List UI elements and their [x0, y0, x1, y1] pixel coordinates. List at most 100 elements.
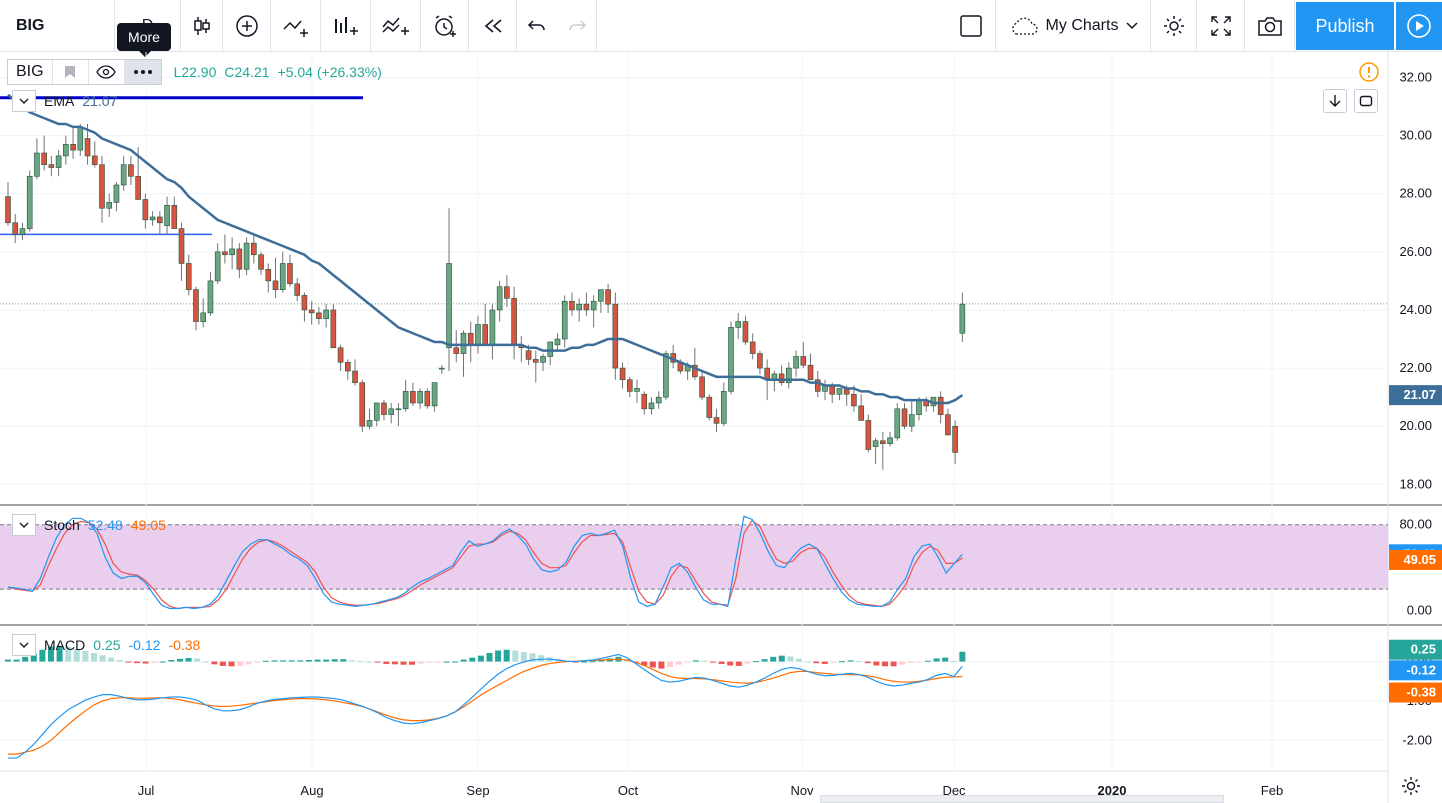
candle-down	[258, 254, 264, 270]
candle-down	[453, 347, 460, 354]
macd-histogram-bar	[82, 650, 89, 662]
compare-button[interactable]	[271, 0, 321, 52]
candle-down	[757, 353, 763, 369]
maximize-pane-button[interactable]	[1354, 89, 1378, 113]
change-value: +5.04 (+26.33%)	[277, 64, 382, 80]
main-legend: BIG L22.90 C24.21 +5.04 (+26.33%)	[7, 59, 382, 85]
macd-histogram-bar	[271, 660, 278, 662]
indicator-templates-icon	[381, 17, 409, 35]
chevron-down-icon	[19, 522, 29, 528]
stoch-k-value: 52.48	[87, 517, 123, 533]
chart-style-button[interactable]	[181, 0, 223, 52]
candle-up	[460, 332, 467, 354]
macd-histogram-bar	[675, 661, 682, 665]
candle-up	[576, 303, 582, 311]
warning-icon	[1359, 62, 1379, 82]
macd-histogram-bar	[202, 661, 209, 663]
price-chart[interactable]: Jul Aug Sep Oct Nov Dec 2020 Feb 18.00 20.00 22.00…	[0, 52, 1442, 803]
macd-signal-line	[8, 658, 963, 755]
macd-histogram-bar	[211, 661, 218, 665]
macd-collapse-button[interactable]	[12, 634, 36, 656]
macd-histogram-bar	[890, 661, 897, 667]
time-scrollbar[interactable]	[820, 795, 1224, 803]
macd-histogram-bar	[864, 661, 871, 664]
macd-histogram-bar	[383, 661, 390, 664]
add-symbol-button[interactable]	[321, 0, 371, 52]
macd-tick-label: -2.00	[1402, 732, 1432, 747]
macd-histogram-bar	[142, 661, 149, 664]
eye-icon	[96, 65, 116, 79]
candle-down	[171, 205, 178, 229]
indicators-button[interactable]	[223, 0, 271, 52]
alert-button[interactable]	[421, 0, 469, 52]
candle-down	[482, 324, 488, 346]
legend-symbol[interactable]: BIG	[8, 60, 53, 84]
warning-icon-wrap[interactable]	[1358, 61, 1380, 88]
candle-down	[294, 283, 301, 296]
candle-up	[431, 382, 438, 407]
visibility-button[interactable]	[89, 60, 125, 84]
candle-down	[778, 373, 785, 383]
macd-histogram-bar	[495, 650, 502, 662]
replay-button[interactable]	[469, 0, 517, 52]
axis-settings-button[interactable]	[1401, 776, 1421, 801]
candle-up	[373, 402, 380, 421]
price-tick-label: 18.00	[1399, 476, 1432, 491]
cloud-icon	[1011, 17, 1038, 35]
macd-histogram-bar	[262, 660, 269, 662]
candle-up	[200, 312, 207, 322]
more-button[interactable]	[124, 60, 161, 84]
ema-collapse-button[interactable]	[12, 90, 36, 112]
publish-button[interactable]: Publish	[1296, 2, 1394, 50]
macd-signal-value: -0.38	[168, 637, 201, 653]
macd-histogram-bar	[838, 661, 845, 663]
candle-up	[214, 251, 221, 282]
play-button[interactable]	[1396, 2, 1442, 50]
macd-histogram-bar	[168, 659, 175, 662]
candle-down	[222, 251, 228, 256]
macd-histogram-bar	[56, 645, 63, 662]
macd-histogram-bar	[357, 661, 364, 663]
stoch-k-line	[7, 515, 963, 610]
candle-up	[793, 356, 799, 369]
snapshot-button[interactable]	[1245, 0, 1295, 52]
candle-down	[504, 286, 510, 299]
ema-name: EMA	[44, 93, 75, 109]
macd-histogram-bar	[30, 653, 37, 662]
settings-button[interactable]	[1151, 0, 1197, 52]
candle-down	[135, 175, 141, 200]
my-charts-button[interactable]: My Charts	[996, 0, 1151, 52]
candle-down	[410, 391, 416, 404]
stoch-collapse-button[interactable]	[12, 514, 36, 536]
candle-down	[952, 425, 958, 453]
candle-up	[149, 216, 156, 221]
price-tick-label: 22.00	[1399, 360, 1432, 375]
candle-down	[316, 312, 322, 319]
candle-down	[713, 417, 720, 424]
symbol-search-button[interactable]: BIG	[0, 0, 115, 52]
layout-button[interactable]	[946, 0, 996, 52]
stoch-legend: Stoch 52.48 49.05	[12, 514, 166, 536]
templates-button[interactable]	[371, 0, 421, 52]
flag-button[interactable]	[53, 60, 89, 84]
fullscreen-button[interactable]	[1197, 0, 1245, 52]
candle-up	[959, 303, 966, 334]
macd-histogram-bar	[796, 658, 803, 662]
candle-down	[829, 385, 836, 395]
macd-histogram-bar	[99, 655, 106, 662]
macd-histogram-bar	[391, 661, 398, 665]
candle-down	[352, 370, 358, 383]
scroll-down-button[interactable]	[1323, 89, 1347, 113]
macd-histogram-bar	[503, 649, 510, 662]
candle-down	[945, 414, 951, 436]
candle-down	[569, 300, 575, 311]
undo-button[interactable]	[517, 0, 557, 52]
macd-histogram-bar	[916, 661, 923, 663]
macd-hist-tag-bg	[1389, 639, 1442, 660]
candle-up	[475, 324, 481, 346]
candle-down	[5, 196, 11, 224]
time-tick-label: Jul	[138, 783, 155, 798]
candle-down	[185, 263, 192, 290]
redo-button[interactable]	[557, 0, 597, 52]
candle-up	[402, 391, 409, 410]
